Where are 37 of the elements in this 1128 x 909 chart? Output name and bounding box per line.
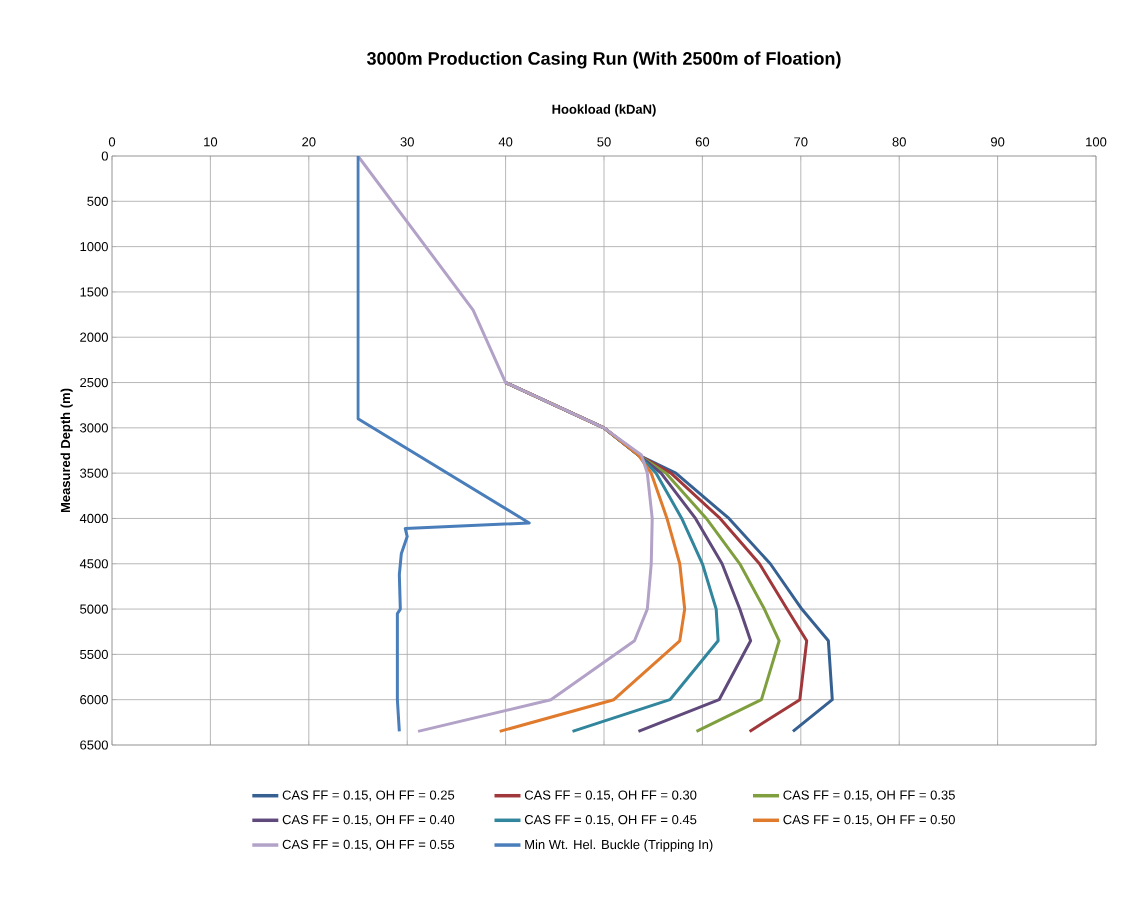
y-tick-label: 0 [101,151,108,161]
y-tick-label: 6000 [80,695,108,705]
legend-label: CAS FF = 0.15, OH FF = 0.50 [783,815,955,826]
chart-title: 3000m Production Casing Run (With 2500m of Floation) [366,51,841,69]
x-tick-label: 10 [204,137,218,147]
x-tick-label: 70 [794,137,808,147]
legend-label: CAS FF = 0.15, OH FF = 0.25 [282,790,455,802]
legend-label: CAS FF = 0.15, OH FF = 0.40 [282,815,455,826]
legend-label: CAS FF = 0.15, OH FF = 0.45 [524,815,697,826]
y-axis-title: Measured Depth (m) [60,388,73,513]
y-tick-label: 5000 [80,604,108,614]
y-tick-label: 6500 [80,740,108,750]
legend-label: CAS FF = 0.15, OH FF = 0.30 [524,790,697,802]
line-series [356,156,531,733]
x-tick-label: 0 [108,137,116,147]
y-tick-label: 1500 [80,287,108,297]
legend-label: CAS FF = 0.15, OH FF = 0.35 [783,790,955,802]
y-tick-label: 5500 [80,649,108,659]
x-tick-label: 60 [695,137,710,147]
legend-label: Min Wt. Hel. Buckle (Tripping In) [525,839,713,852]
x-tick-label: 80 [892,137,906,147]
y-tick-label: 500 [87,196,108,206]
x-tick-label: 100 [1086,137,1107,147]
y-tick-label: 4000 [79,513,108,524]
y-tick-label: 3000 [80,423,108,433]
y-tick-label: 1000 [80,242,108,252]
legend-label: CAS FF = 0.15, OH FF = 0.55 [282,839,455,851]
x-axis-title: Hookload (kDaN) [552,104,656,117]
y-tick-label: 2500 [80,377,108,388]
x-tick-label: 50 [597,137,611,147]
x-tick-label: 40 [498,137,513,147]
x-tick-label: 90 [990,137,1005,147]
x-tick-label: 20 [302,137,316,147]
y-tick-label: 3500 [80,468,108,478]
x-tick-label: 30 [400,137,414,147]
y-tick-label: 2000 [80,332,108,342]
y-tick-label: 4500 [79,559,108,569]
